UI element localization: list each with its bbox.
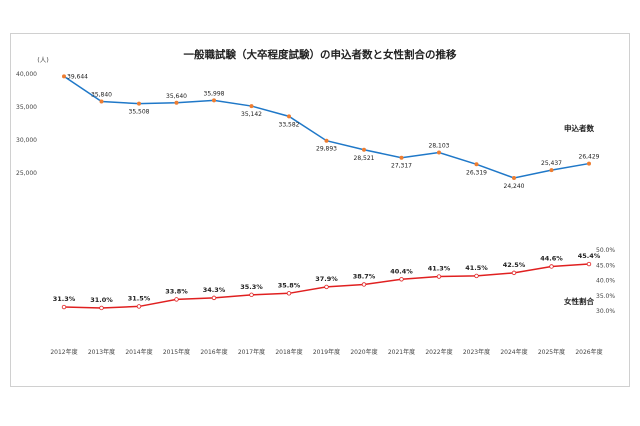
x-tick-label: 2025年度 xyxy=(538,348,565,356)
chart-title: 一般職試験（大卒程度試験）の申込者数と女性割合の推移 xyxy=(184,48,457,61)
applicants-data-label: 24,240 xyxy=(504,183,525,190)
x-tick-label: 2024年度 xyxy=(500,348,527,356)
applicants-data-label: 27,317 xyxy=(391,163,412,170)
applicants-line xyxy=(63,75,590,179)
applicants-point xyxy=(287,114,291,119)
women-ratio-point xyxy=(436,274,442,279)
x-tick-label: 2017年度 xyxy=(238,348,265,356)
series-name-women-ratio: 女性割合 xyxy=(564,296,594,306)
applicants-point xyxy=(324,138,329,143)
right-axis: 50.0% 45.0% 40.0% 35.0% 30.0% xyxy=(596,247,615,315)
women-ratio-point xyxy=(474,273,479,279)
applicants-point xyxy=(474,162,479,167)
women-ratio-point xyxy=(174,297,179,302)
women-ratio-data-label: 42.5% xyxy=(503,261,526,269)
series-name-applicants: 申込者数 xyxy=(564,123,594,133)
x-tick-label: 2012年度 xyxy=(50,348,77,356)
women-ratio-point xyxy=(211,295,217,301)
women-ratio-data-label: 31.0% xyxy=(90,296,113,304)
applicants-point xyxy=(437,150,441,155)
left-tick-label: 35,000 xyxy=(16,104,37,111)
applicants-point xyxy=(212,98,216,103)
women-ratio-point xyxy=(286,291,292,296)
x-axis: 2012年度 2013年度 2014年度 2015年度 2016年度 2017年度 2018… xyxy=(50,348,602,356)
series-applicants: 39,644 35,840 35,508 35,640 35,998 35,142 33,5… xyxy=(62,73,600,190)
women-ratio-data-label: 35.3% xyxy=(240,283,263,291)
women-ratio-data-label: 38.7% xyxy=(353,272,376,280)
applicants-data-label: 26,429 xyxy=(579,154,600,161)
women-ratio-data-label: 40.4% xyxy=(390,267,413,275)
applicants-point xyxy=(174,100,179,105)
x-tick-label: 2022年度 xyxy=(425,348,452,356)
women-ratio-data-label: 44.6% xyxy=(540,254,563,262)
women-ratio-data-label: 31.3% xyxy=(53,295,76,303)
applicants-data-label: 39,644 xyxy=(67,73,88,80)
applicants-data-label: 35,998 xyxy=(204,90,225,97)
applicants-point xyxy=(249,104,254,109)
women-ratio-data-label: 34.3% xyxy=(203,286,226,294)
right-tick-label: 50.0% xyxy=(596,247,615,254)
women-ratio-point xyxy=(549,264,554,269)
x-tick-label: 2026年度 xyxy=(575,348,602,356)
women-ratio-data-label: 35.8% xyxy=(278,281,301,289)
applicants-data-label: 28,103 xyxy=(429,143,450,150)
left-tick-label: 25,000 xyxy=(16,170,37,177)
right-tick-label: 45.0% xyxy=(596,262,615,269)
x-tick-label: 2013年度 xyxy=(88,348,115,356)
women-ratio-point xyxy=(324,284,329,290)
women-ratio-point xyxy=(249,292,254,298)
women-ratio-point xyxy=(61,304,67,310)
applicants-point xyxy=(399,155,404,160)
right-tick-label: 40.0% xyxy=(596,278,615,285)
applicants-point xyxy=(137,101,141,106)
right-tick-label: 30.0% xyxy=(596,308,615,315)
x-tick-label: 2021年度 xyxy=(388,348,415,356)
x-tick-label: 2020年度 xyxy=(350,348,377,356)
women-ratio-point xyxy=(586,261,592,267)
y-unit-label: (人) xyxy=(37,56,49,64)
women-ratio-point xyxy=(399,277,404,282)
women-ratio-data-label: 41.5% xyxy=(465,264,488,272)
women-ratio-point xyxy=(136,304,142,309)
x-tick-label: 2015年度 xyxy=(163,348,190,356)
applicants-point xyxy=(549,168,554,173)
applicants-data-label: 26,319 xyxy=(466,169,487,176)
applicants-data-label: 33,582 xyxy=(279,121,300,128)
applicants-data-label: 35,840 xyxy=(91,91,112,98)
x-tick-label: 2014年度 xyxy=(125,348,152,356)
left-tick-label: 40,000 xyxy=(16,71,37,78)
applicants-data-label: 28,521 xyxy=(354,155,375,162)
applicants-data-label: 35,142 xyxy=(241,111,262,118)
women-ratio-data-label: 45.4% xyxy=(578,252,601,260)
x-tick-label: 2016年度 xyxy=(200,348,227,356)
women-ratio-point xyxy=(361,282,367,287)
right-tick-label: 35.0% xyxy=(596,293,615,300)
applicants-point xyxy=(512,176,516,181)
women-ratio-point xyxy=(99,305,104,311)
applicants-point xyxy=(587,161,591,166)
left-tick-label: 30,000 xyxy=(16,137,37,144)
series-layer: 39,644 35,840 35,508 35,640 35,998 35,142 33,5… xyxy=(53,73,601,311)
applicants-data-label: 35,508 xyxy=(129,109,150,116)
applicants-data-label: 35,640 xyxy=(166,93,187,100)
women-ratio-data-label: 41.3% xyxy=(428,265,451,273)
x-tick-label: 2019年度 xyxy=(313,348,340,356)
applicants-point xyxy=(362,147,366,152)
applicants-point xyxy=(99,99,104,104)
applicants-point xyxy=(62,74,66,79)
women-ratio-data-label: 33.8% xyxy=(165,287,188,295)
series-women-ratio: 31.3% 31.0% 31.5% 33.8% 34.3% 35.3% 35.8% 37.9%… xyxy=(53,252,601,311)
chart-svg: 一般職試験（大卒程度試験）の申込者数と女性割合の推移 (人) 40,000 35,… xyxy=(16,48,615,356)
chart-frame: 一般職試験（大卒程度試験）の申込者数と女性割合の推移 (人) 40,000 35,… xyxy=(10,33,630,387)
applicants-data-label: 25,437 xyxy=(541,160,562,167)
applicants-data-label: 29,893 xyxy=(316,146,337,153)
women-ratio-data-label: 31.5% xyxy=(128,294,151,302)
x-tick-label: 2018年度 xyxy=(275,348,302,356)
women-ratio-data-label: 37.9% xyxy=(315,275,338,283)
women-ratio-point xyxy=(511,270,517,276)
x-tick-label: 2023年度 xyxy=(463,348,490,356)
left-axis: 40,000 35,000 30,000 25,000 xyxy=(16,71,37,177)
